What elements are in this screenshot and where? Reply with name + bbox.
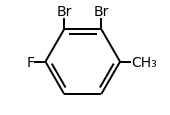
Text: CH₃: CH₃ (131, 55, 157, 69)
Text: F: F (26, 55, 34, 69)
Text: Br: Br (56, 5, 72, 19)
Text: Br: Br (94, 5, 109, 19)
